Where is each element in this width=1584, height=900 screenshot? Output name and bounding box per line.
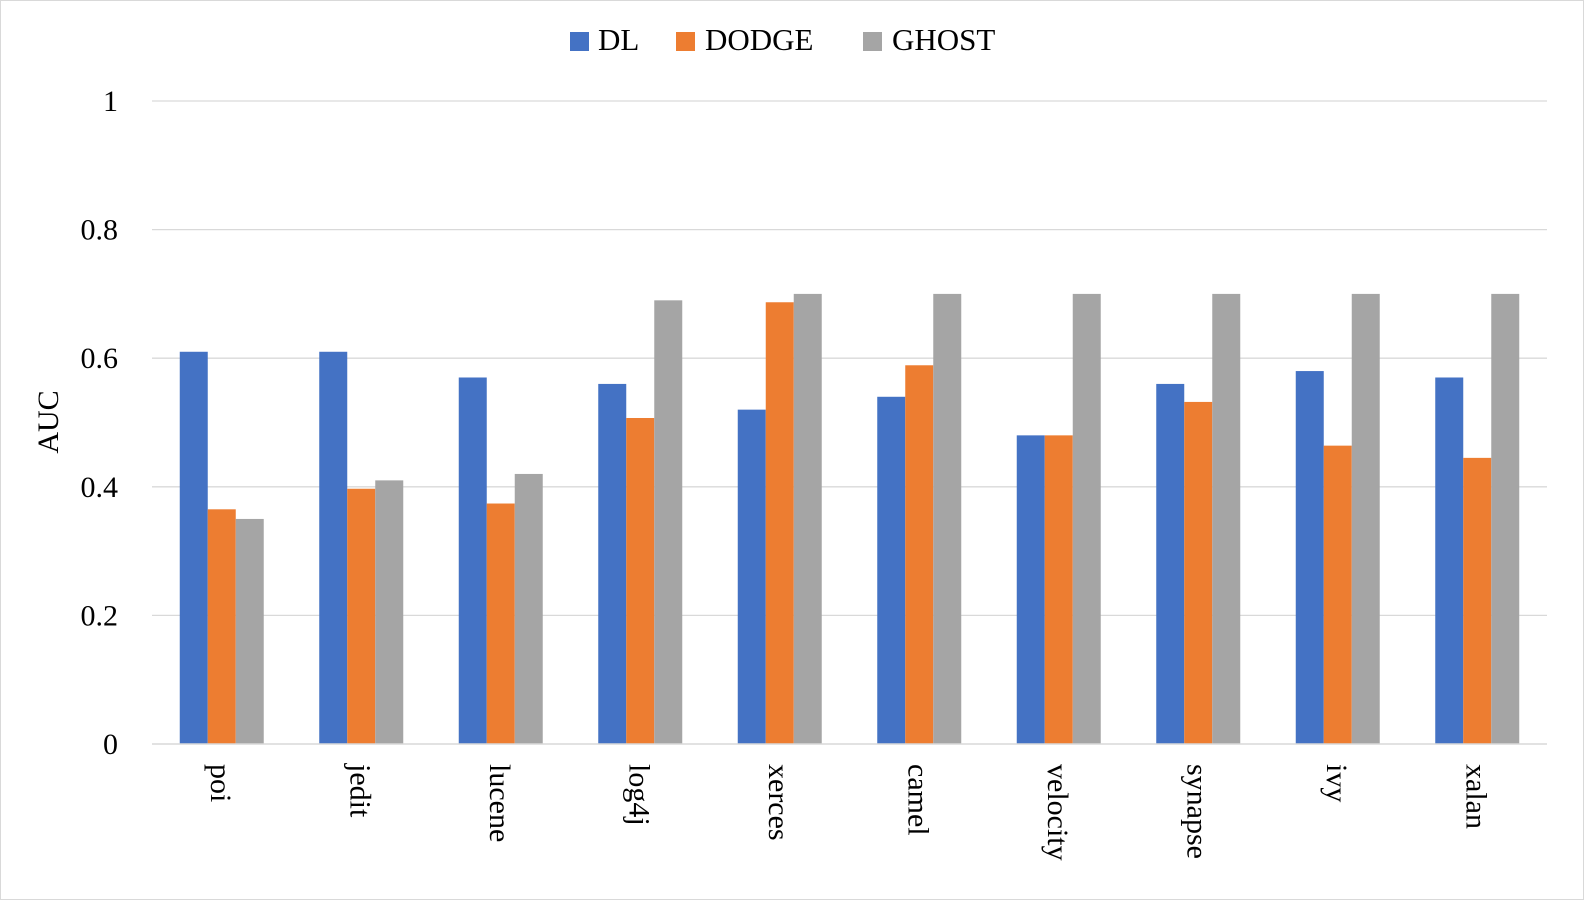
bar-dl-lucene (458, 377, 487, 744)
y-axis-title: AUC (32, 390, 65, 453)
bar-dodge-velocity (1044, 435, 1073, 744)
bar-dl-poi (179, 351, 208, 744)
bar-dodge-ivy (1323, 445, 1352, 744)
y-tick-label: 0.4 (81, 471, 119, 504)
bar-dodge-camel (905, 365, 934, 744)
bar-ghost-jedit (375, 480, 404, 744)
x-axis-categories: poi jedit lucene log4j xerces camel velocity sy… (204, 763, 1493, 861)
legend-swatch-dodge (676, 32, 695, 51)
x-category-label: ivy (1320, 764, 1353, 802)
bar-dodge-poi (207, 509, 236, 744)
legend: DL DODGE GHOST (570, 22, 995, 57)
bar-dl-log4j (598, 383, 627, 744)
y-tick-label: 0 (103, 728, 118, 761)
bar-ghost-velocity (1072, 293, 1101, 744)
bar-ghost-camel (933, 293, 962, 744)
bar-dodge-xerces (765, 302, 794, 744)
x-category-label: log4j (622, 764, 655, 826)
bar-ghost-xerces (793, 293, 822, 744)
bar-dl-xalan (1435, 377, 1464, 744)
bar-dodge-xalan (1463, 457, 1492, 744)
bar-dl-jedit (319, 351, 348, 744)
y-axis-ticks: 0 0.2 0.4 0.6 0.8 1 (81, 85, 119, 761)
legend-swatch-ghost (863, 32, 882, 51)
x-category-label: lucene (483, 764, 516, 842)
bar-dl-camel (877, 396, 906, 744)
bar-ghost-log4j (654, 300, 683, 744)
y-tick-label: 0.8 (81, 214, 119, 247)
bar-dl-ivy (1295, 371, 1324, 744)
legend-swatch-dl (570, 32, 589, 51)
bar-ghost-poi (235, 518, 264, 744)
x-category-label: synapse (1180, 764, 1213, 859)
bar-ghost-xalan (1491, 293, 1520, 744)
y-tick-label: 0.2 (81, 599, 119, 632)
legend-label-dodge: DODGE (705, 22, 814, 57)
y-tick-label: 0.6 (81, 342, 119, 375)
bar-dodge-synapse (1184, 401, 1213, 744)
bar-dodge-lucene (486, 503, 515, 744)
bar-dodge-jedit (347, 488, 376, 744)
bar-ghost-lucene (514, 473, 543, 744)
x-category-label: camel (901, 764, 934, 836)
x-category-label: velocity (1041, 764, 1074, 861)
bar-dl-xerces (737, 409, 766, 744)
legend-label-dl: DL (598, 22, 639, 57)
bar-ghost-ivy (1351, 293, 1380, 744)
legend-label-ghost: GHOST (892, 22, 995, 57)
x-category-label: xalan (1459, 764, 1492, 829)
bar-dl-synapse (1156, 383, 1185, 744)
x-category-label: poi (204, 764, 237, 802)
bar-dl-velocity (1016, 435, 1045, 744)
bar-ghost-synapse (1212, 293, 1241, 744)
bars (179, 293, 1520, 744)
bar-dodge-log4j (626, 417, 655, 744)
x-category-label: xerces (762, 764, 795, 841)
x-category-label: jedit (343, 763, 376, 818)
y-tick-label: 1 (103, 85, 118, 118)
